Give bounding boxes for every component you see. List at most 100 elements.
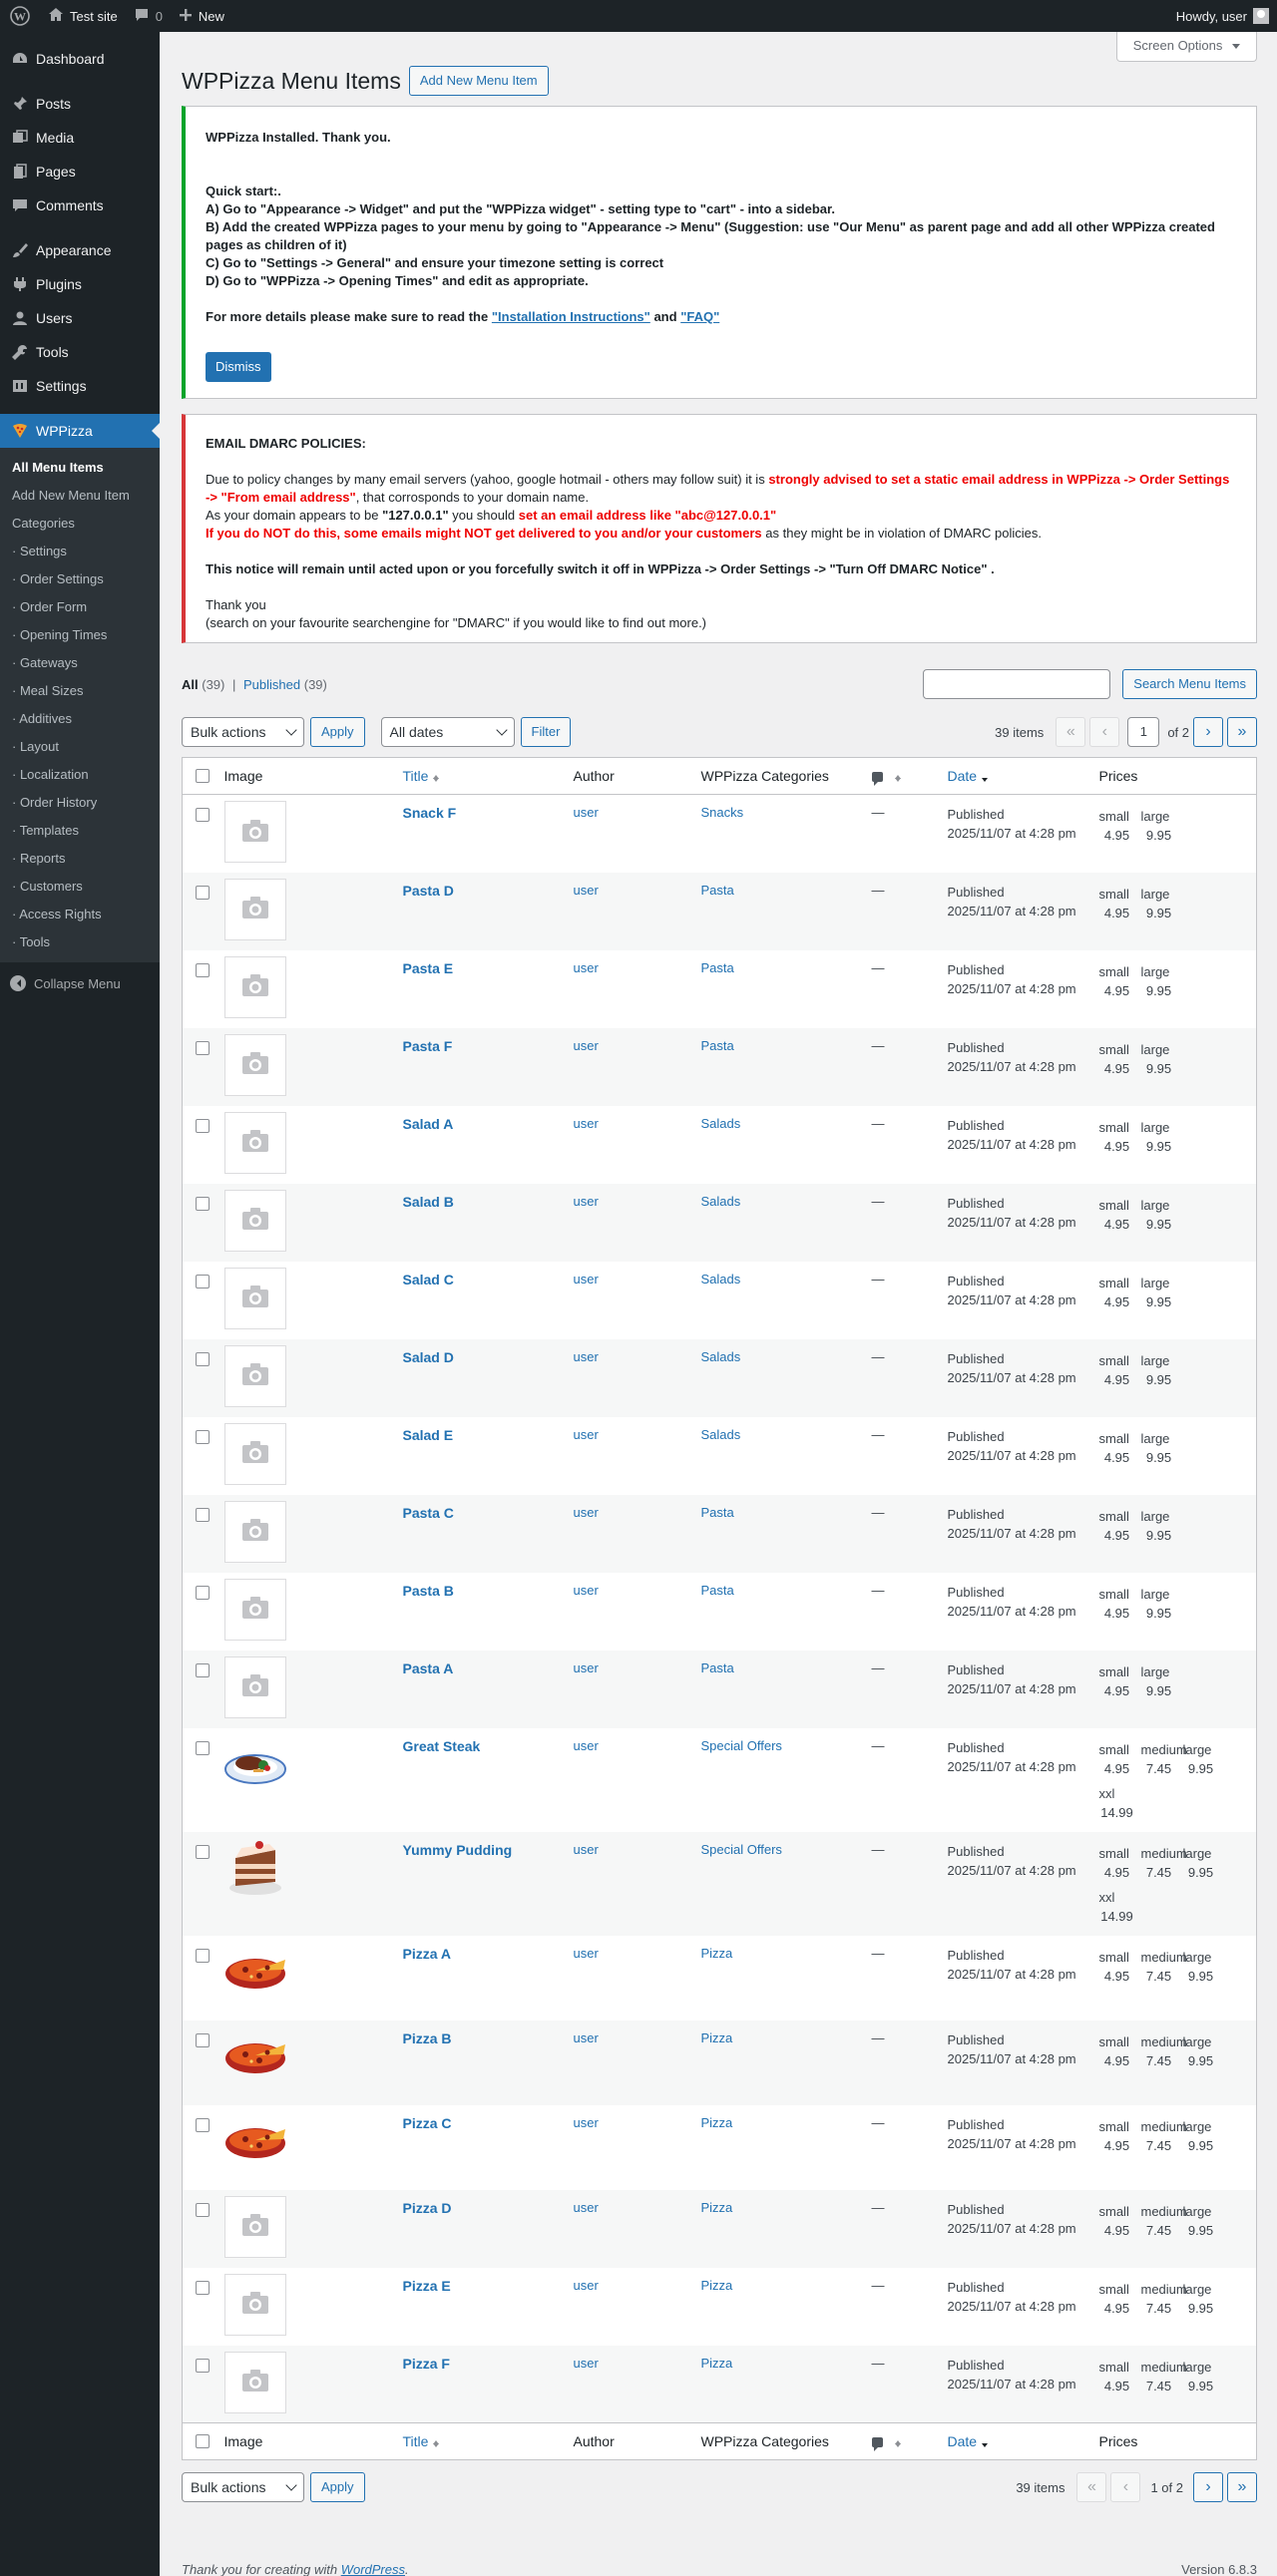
menu-item-thumbnail[interactable] — [223, 1656, 286, 1718]
author-link[interactable]: user — [573, 1115, 599, 1131]
search-menu-items-button[interactable]: Search Menu Items — [1122, 669, 1257, 699]
date-filter-select[interactable]: All dates — [380, 717, 515, 747]
menu-item-thumbnail[interactable] — [223, 878, 286, 940]
comments-column-icon[interactable] — [871, 772, 883, 787]
author-link[interactable]: user — [573, 2114, 599, 2130]
submenu-item[interactable]: Add New Menu Item — [12, 488, 130, 503]
comments-link[interactable]: 0 — [126, 0, 171, 32]
menu-item-thumbnail[interactable] — [224, 1942, 286, 2004]
category-link[interactable]: Pasta — [700, 1504, 734, 1520]
menu-comments[interactable]: Comments — [0, 188, 160, 222]
view-all-link[interactable]: All — [182, 677, 199, 692]
next-page-button[interactable]: › — [1193, 717, 1223, 747]
menu-item-thumbnail[interactable] — [223, 1422, 286, 1485]
menu-item-title-link[interactable]: Salad C — [402, 1271, 454, 1288]
menu-pages[interactable]: Pages — [0, 155, 160, 188]
row-checkbox[interactable] — [196, 808, 210, 822]
menu-item-thumbnail[interactable] — [224, 2026, 286, 2088]
menu-posts[interactable]: Posts — [0, 87, 160, 121]
screen-options-toggle[interactable]: Screen Options — [1115, 32, 1257, 62]
author-link[interactable]: user — [573, 1504, 599, 1520]
category-link[interactable]: Pasta — [700, 882, 734, 898]
category-link[interactable]: Pizza — [700, 2114, 733, 2130]
category-link[interactable]: Pizza — [700, 2199, 733, 2215]
menu-item-title-link[interactable]: Snack F — [402, 805, 457, 821]
category-link[interactable]: Salads — [700, 1115, 741, 1131]
menu-item-title-link[interactable]: Pizza D — [402, 2199, 452, 2216]
row-checkbox[interactable] — [196, 1507, 210, 1522]
menu-item-title-link[interactable]: Salad E — [402, 1426, 454, 1443]
author-link[interactable]: user — [573, 1737, 599, 1753]
row-checkbox[interactable] — [196, 2280, 210, 2295]
submenu-item[interactable]: · Gateways — [12, 655, 78, 670]
submenu-item[interactable]: · Reports — [12, 851, 66, 866]
wordpress-link[interactable]: WordPress — [340, 2562, 405, 2576]
category-link[interactable]: Pasta — [700, 1582, 734, 1598]
row-checkbox[interactable] — [196, 1351, 210, 1366]
comments-column-icon[interactable] — [871, 2437, 883, 2452]
submenu-item[interactable]: Categories — [12, 516, 75, 531]
submenu-item[interactable]: · Order Settings — [12, 571, 104, 586]
submenu-item[interactable]: · Order Form — [12, 599, 88, 614]
row-checkbox[interactable] — [196, 2202, 210, 2217]
row-checkbox[interactable] — [196, 1844, 210, 1859]
author-link[interactable]: user — [573, 1193, 599, 1209]
current-page-input[interactable]: 1 — [1127, 717, 1160, 747]
category-link[interactable]: Pizza — [700, 2029, 733, 2045]
menu-item-thumbnail[interactable] — [223, 1344, 286, 1407]
menu-item-thumbnail[interactable] — [223, 2195, 286, 2258]
faq-link[interactable]: "FAQ" — [680, 309, 720, 324]
menu-item-title-link[interactable]: Yummy Pudding — [402, 1841, 513, 1858]
submenu-item[interactable]: · Opening Times — [12, 627, 108, 642]
dismiss-button[interactable]: Dismiss — [206, 352, 271, 382]
submenu-item[interactable]: · Layout — [12, 739, 59, 754]
menu-wppizza[interactable]: WPPizza — [0, 414, 160, 448]
apply-button[interactable]: Apply — [310, 717, 365, 747]
submenu-item[interactable]: · Localization — [12, 767, 89, 782]
select-all-checkbox-footer[interactable] — [196, 2434, 210, 2448]
author-link[interactable]: user — [573, 2277, 599, 2293]
author-link[interactable]: user — [573, 882, 599, 898]
menu-item-title-link[interactable]: Pizza F — [402, 2355, 450, 2372]
menu-item-thumbnail[interactable] — [223, 801, 286, 863]
menu-item-thumbnail[interactable] — [223, 955, 286, 1018]
menu-dashboard[interactable]: Dashboard — [0, 42, 160, 76]
row-checkbox[interactable] — [196, 2117, 210, 2132]
author-link[interactable]: user — [573, 1582, 599, 1598]
author-link[interactable]: user — [573, 805, 599, 820]
menu-item-thumbnail[interactable] — [224, 2111, 286, 2173]
add-new-menu-item-button[interactable]: Add New Menu Item — [408, 66, 549, 96]
menu-media[interactable]: Media — [0, 121, 160, 155]
search-input[interactable] — [923, 669, 1111, 699]
row-checkbox[interactable] — [196, 962, 210, 977]
menu-item-title-link[interactable]: Salad A — [402, 1115, 454, 1132]
sort-by-date-link-footer[interactable]: Date — [948, 2433, 989, 2449]
row-checkbox[interactable] — [196, 1740, 210, 1755]
row-checkbox[interactable] — [196, 1040, 210, 1055]
my-account[interactable]: Howdy, user — [1176, 8, 1277, 24]
site-name-link[interactable]: Test site — [40, 0, 126, 32]
row-checkbox[interactable] — [196, 1429, 210, 1444]
select-all-checkbox[interactable] — [196, 769, 210, 783]
category-link[interactable]: Special Offers — [700, 1841, 782, 1857]
row-checkbox[interactable] — [196, 1585, 210, 1600]
author-link[interactable]: user — [573, 2355, 599, 2371]
menu-item-thumbnail[interactable] — [223, 1267, 286, 1329]
author-link[interactable]: user — [573, 959, 599, 975]
apply-button-bottom[interactable]: Apply — [310, 2472, 365, 2502]
author-link[interactable]: user — [573, 2029, 599, 2045]
menu-item-thumbnail[interactable] — [223, 2351, 286, 2413]
bulk-actions-select-bottom[interactable]: Bulk actions — [182, 2472, 304, 2502]
last-page-button[interactable]: » — [1227, 717, 1257, 747]
author-link[interactable]: user — [573, 1037, 599, 1053]
menu-item-thumbnail[interactable] — [223, 1734, 286, 1796]
menu-item-title-link[interactable]: Pasta A — [402, 1659, 454, 1676]
menu-item-thumbnail[interactable] — [224, 1838, 286, 1900]
author-link[interactable]: user — [573, 1841, 599, 1857]
submenu-item[interactable]: · Meal Sizes — [12, 683, 84, 698]
menu-item-title-link[interactable]: Pasta E — [402, 959, 454, 976]
menu-item-thumbnail[interactable] — [223, 1578, 286, 1641]
menu-appearance[interactable]: Appearance — [0, 233, 160, 267]
menu-item-title-link[interactable]: Pizza C — [402, 2114, 452, 2131]
category-link[interactable]: Pasta — [700, 1659, 734, 1675]
